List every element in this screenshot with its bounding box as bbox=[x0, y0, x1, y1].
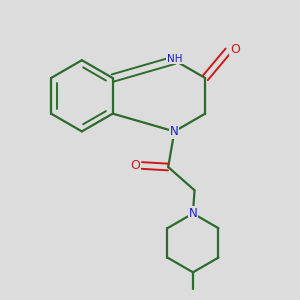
Text: O: O bbox=[230, 43, 240, 56]
Text: O: O bbox=[130, 159, 140, 172]
Text: N: N bbox=[170, 125, 179, 138]
Text: N: N bbox=[189, 207, 197, 220]
Text: NH: NH bbox=[167, 54, 182, 64]
